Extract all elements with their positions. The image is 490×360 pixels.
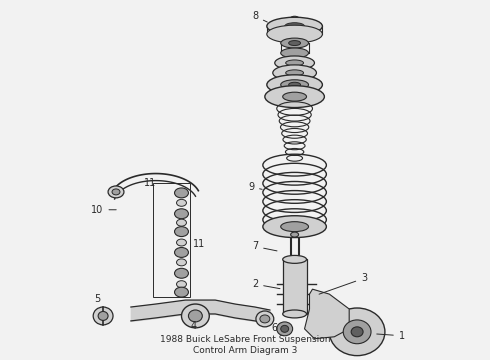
- Text: 11: 11: [194, 239, 206, 249]
- Ellipse shape: [174, 268, 189, 278]
- Ellipse shape: [176, 259, 187, 266]
- Polygon shape: [305, 289, 349, 339]
- Text: 9: 9: [248, 182, 262, 192]
- Text: 1: 1: [377, 331, 405, 341]
- Ellipse shape: [281, 222, 309, 231]
- Ellipse shape: [112, 189, 120, 195]
- Text: 4: 4: [190, 321, 196, 331]
- Ellipse shape: [98, 311, 108, 320]
- Text: 7: 7: [252, 242, 277, 251]
- Ellipse shape: [267, 25, 322, 43]
- Ellipse shape: [290, 16, 299, 22]
- Ellipse shape: [174, 188, 189, 198]
- Text: 5: 5: [94, 294, 100, 304]
- Ellipse shape: [176, 281, 187, 288]
- Ellipse shape: [108, 186, 124, 198]
- Ellipse shape: [289, 82, 300, 87]
- Ellipse shape: [281, 38, 309, 48]
- Ellipse shape: [291, 232, 298, 237]
- Ellipse shape: [93, 307, 113, 325]
- Ellipse shape: [256, 311, 274, 327]
- Ellipse shape: [176, 199, 187, 206]
- Ellipse shape: [174, 247, 189, 257]
- Ellipse shape: [181, 304, 209, 328]
- Ellipse shape: [176, 219, 187, 226]
- Text: 6: 6: [272, 323, 278, 333]
- Ellipse shape: [176, 239, 187, 246]
- Ellipse shape: [267, 17, 322, 35]
- Ellipse shape: [283, 92, 307, 101]
- Text: 8: 8: [252, 11, 267, 22]
- Ellipse shape: [281, 48, 309, 58]
- Text: 11: 11: [144, 178, 156, 188]
- Ellipse shape: [263, 216, 326, 238]
- Text: 1988 Buick LeSabre Front Suspension
Control Arm Diagram 3: 1988 Buick LeSabre Front Suspension Cont…: [160, 335, 330, 355]
- Ellipse shape: [277, 322, 293, 336]
- Ellipse shape: [289, 41, 300, 46]
- Ellipse shape: [286, 70, 303, 76]
- Ellipse shape: [281, 80, 309, 90]
- Text: 3: 3: [319, 273, 367, 294]
- Text: 10: 10: [91, 205, 116, 215]
- Ellipse shape: [275, 56, 315, 70]
- Ellipse shape: [283, 255, 307, 264]
- Ellipse shape: [174, 287, 189, 297]
- Ellipse shape: [174, 227, 189, 237]
- Ellipse shape: [329, 308, 385, 356]
- Ellipse shape: [351, 327, 363, 337]
- Ellipse shape: [273, 65, 317, 81]
- Ellipse shape: [189, 310, 202, 322]
- Ellipse shape: [283, 310, 307, 318]
- Bar: [153, 183, 191, 297]
- Ellipse shape: [267, 75, 322, 95]
- Ellipse shape: [281, 325, 289, 332]
- Text: 2: 2: [252, 279, 280, 289]
- Ellipse shape: [260, 315, 270, 323]
- Ellipse shape: [343, 320, 371, 344]
- Bar: [283, 260, 307, 314]
- Ellipse shape: [174, 209, 189, 219]
- Ellipse shape: [286, 60, 303, 66]
- Ellipse shape: [265, 86, 324, 108]
- Ellipse shape: [285, 23, 305, 30]
